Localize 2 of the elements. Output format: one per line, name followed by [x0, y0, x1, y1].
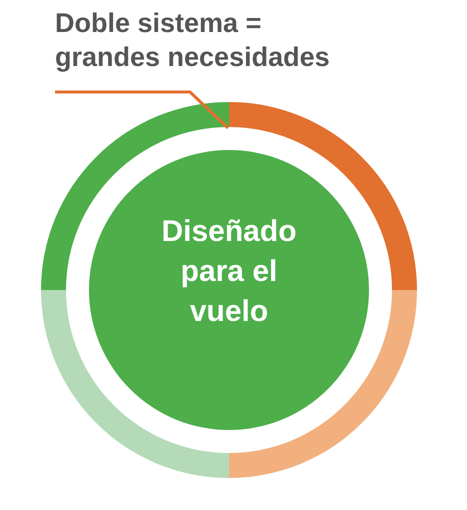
- text: Diseñado para el vuelo: [160, 214, 298, 330]
- chart-title: Doble sistema = grandes necesidades: [55, 7, 331, 74]
